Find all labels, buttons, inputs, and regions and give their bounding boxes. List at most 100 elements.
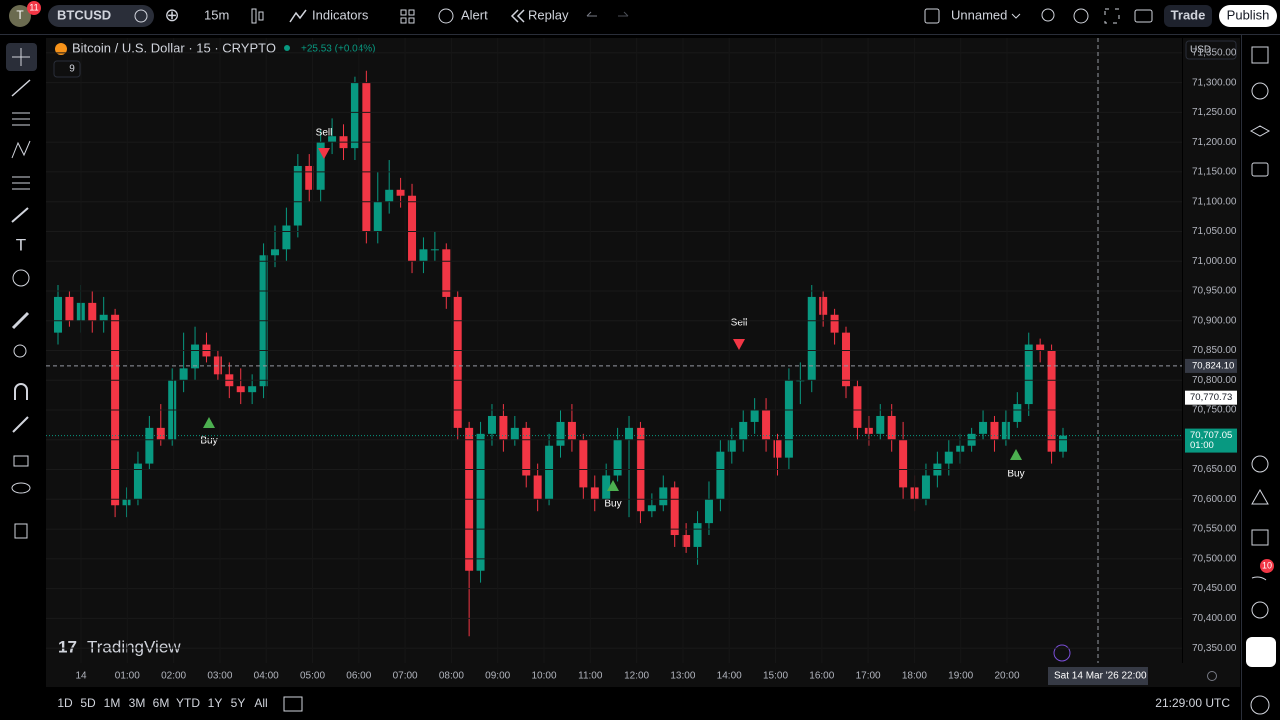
icon-tool[interactable] — [12, 269, 30, 287]
help[interactable] — [1250, 695, 1270, 715]
alerts-panel[interactable] — [1251, 82, 1269, 100]
alert-icon[interactable] — [438, 8, 454, 24]
undo[interactable] — [586, 11, 597, 17]
candle-body — [625, 427, 634, 440]
range-button[interactable]: 1M — [104, 696, 121, 710]
measure-tool[interactable] — [11, 311, 30, 330]
candle-body — [373, 201, 382, 232]
ideas[interactable] — [1251, 488, 1269, 505]
go-to-date[interactable] — [283, 696, 303, 712]
candle-body — [510, 427, 519, 440]
replay-button[interactable]: Replay — [528, 7, 569, 22]
layout-icon[interactable] — [924, 8, 940, 24]
x-tick-label: 19:00 — [948, 671, 973, 682]
x-tick-label: 07:00 — [393, 671, 418, 682]
price-tag: 70,770.73 — [1190, 392, 1232, 403]
settings[interactable] — [1073, 8, 1089, 24]
candle-body — [476, 433, 485, 571]
range-button[interactable]: 5Y — [231, 696, 246, 710]
time-tag: Sat 14 Mar '26 22:00 — [1054, 671, 1147, 682]
range-button[interactable]: All — [254, 696, 267, 710]
candle-body — [236, 386, 245, 393]
community[interactable] — [1251, 601, 1269, 619]
price-tag-bg — [1185, 428, 1237, 453]
add-symbol[interactable]: ⊕ — [164, 5, 179, 25]
object-tree[interactable] — [1249, 125, 1271, 137]
range-button[interactable]: 3M — [129, 696, 146, 710]
add-compare-icon[interactable] — [134, 9, 148, 23]
pattern-tool[interactable] — [11, 140, 31, 159]
y-tick-label: 70,950.00 — [1192, 286, 1237, 297]
indicators-icon[interactable] — [289, 9, 307, 23]
avatar[interactable] — [9, 5, 31, 27]
candle-body — [670, 487, 679, 536]
avatar-letter: T — [16, 8, 24, 22]
magnet-tool[interactable] — [14, 383, 28, 400]
watchlist[interactable] — [1251, 46, 1269, 64]
candle-body — [282, 225, 291, 250]
news-badge-count: 10 — [1262, 560, 1272, 570]
currency-select[interactable] — [1185, 40, 1237, 60]
layout-name[interactable]: Unnamed — [951, 7, 1007, 22]
candle-body — [122, 499, 131, 506]
fib-tool[interactable] — [12, 112, 30, 126]
layout-menu[interactable] — [1011, 13, 1021, 19]
crosshair-tool[interactable] — [12, 48, 30, 66]
candle-body — [99, 314, 108, 321]
chats[interactable] — [1251, 162, 1269, 177]
lock-tool[interactable] — [13, 455, 29, 467]
x-tick-label: 13:00 — [670, 671, 695, 682]
price-tag: 70,824.10 — [1192, 360, 1234, 371]
text-tool[interactable]: T — [16, 235, 26, 254]
range-button[interactable]: YTD — [176, 696, 200, 710]
legend-change: +25.53 (+0.04%) — [301, 44, 376, 55]
x-tick-label: 18:00 — [902, 671, 927, 682]
publish-button[interactable]: Publish — [1227, 7, 1270, 22]
fullscreen[interactable] — [1104, 8, 1120, 24]
chart-type-icon — [258, 11, 264, 21]
candle-body — [842, 332, 851, 387]
trendline-tool[interactable] — [11, 79, 31, 97]
range-button[interactable]: 5D — [80, 696, 96, 710]
interval[interactable]: 15m — [204, 7, 229, 22]
range-button[interactable]: 1D — [57, 696, 73, 710]
candle-body — [590, 487, 599, 500]
delete-tool[interactable] — [14, 523, 28, 539]
currency[interactable]: USD — [1190, 45, 1211, 56]
x-tick-label: 12:00 — [624, 671, 649, 682]
indicator-toggle[interactable] — [53, 60, 81, 78]
trade-button-bg[interactable] — [1164, 5, 1212, 27]
candle-body — [1036, 344, 1045, 351]
indicator-count: 9 — [69, 64, 75, 75]
redo[interactable] — [618, 11, 629, 17]
candle-body — [316, 142, 325, 190]
scale-settings[interactable] — [1207, 671, 1217, 681]
signal-arrow — [318, 148, 330, 159]
range-button[interactable]: 6M — [153, 696, 170, 710]
brush-tool[interactable] — [11, 207, 29, 223]
replay-icon[interactable] — [510, 9, 525, 23]
chart-type-icon[interactable] — [251, 8, 257, 24]
indicators-button[interactable]: Indicators — [312, 7, 369, 22]
trade-button[interactable]: Trade — [1171, 7, 1206, 22]
range-button[interactable]: 1Y — [208, 696, 223, 710]
news[interactable] — [1251, 576, 1267, 581]
candle-body — [647, 505, 656, 512]
symbol-search[interactable] — [48, 5, 154, 27]
snapshot[interactable] — [1134, 9, 1153, 23]
y-tick-label: 70,650.00 — [1192, 464, 1237, 475]
draw-mode[interactable] — [12, 416, 29, 433]
quick-search[interactable] — [1041, 8, 1055, 22]
templates-icon[interactable] — [400, 9, 407, 16]
y-tick-label: 71,000.00 — [1192, 256, 1237, 267]
y-tick-label: 70,450.00 — [1192, 583, 1237, 594]
products-button[interactable] — [1246, 637, 1276, 667]
zoom-tool[interactable] — [13, 344, 27, 358]
assistant-icon[interactable] — [1053, 644, 1071, 662]
publish-button-bg[interactable] — [1219, 5, 1277, 27]
calendar[interactable] — [1251, 529, 1269, 546]
prediction-tool[interactable] — [12, 176, 30, 190]
hide-tool[interactable] — [11, 482, 31, 494]
screener[interactable] — [1251, 455, 1269, 473]
alert-button[interactable]: Alert — [461, 7, 488, 22]
